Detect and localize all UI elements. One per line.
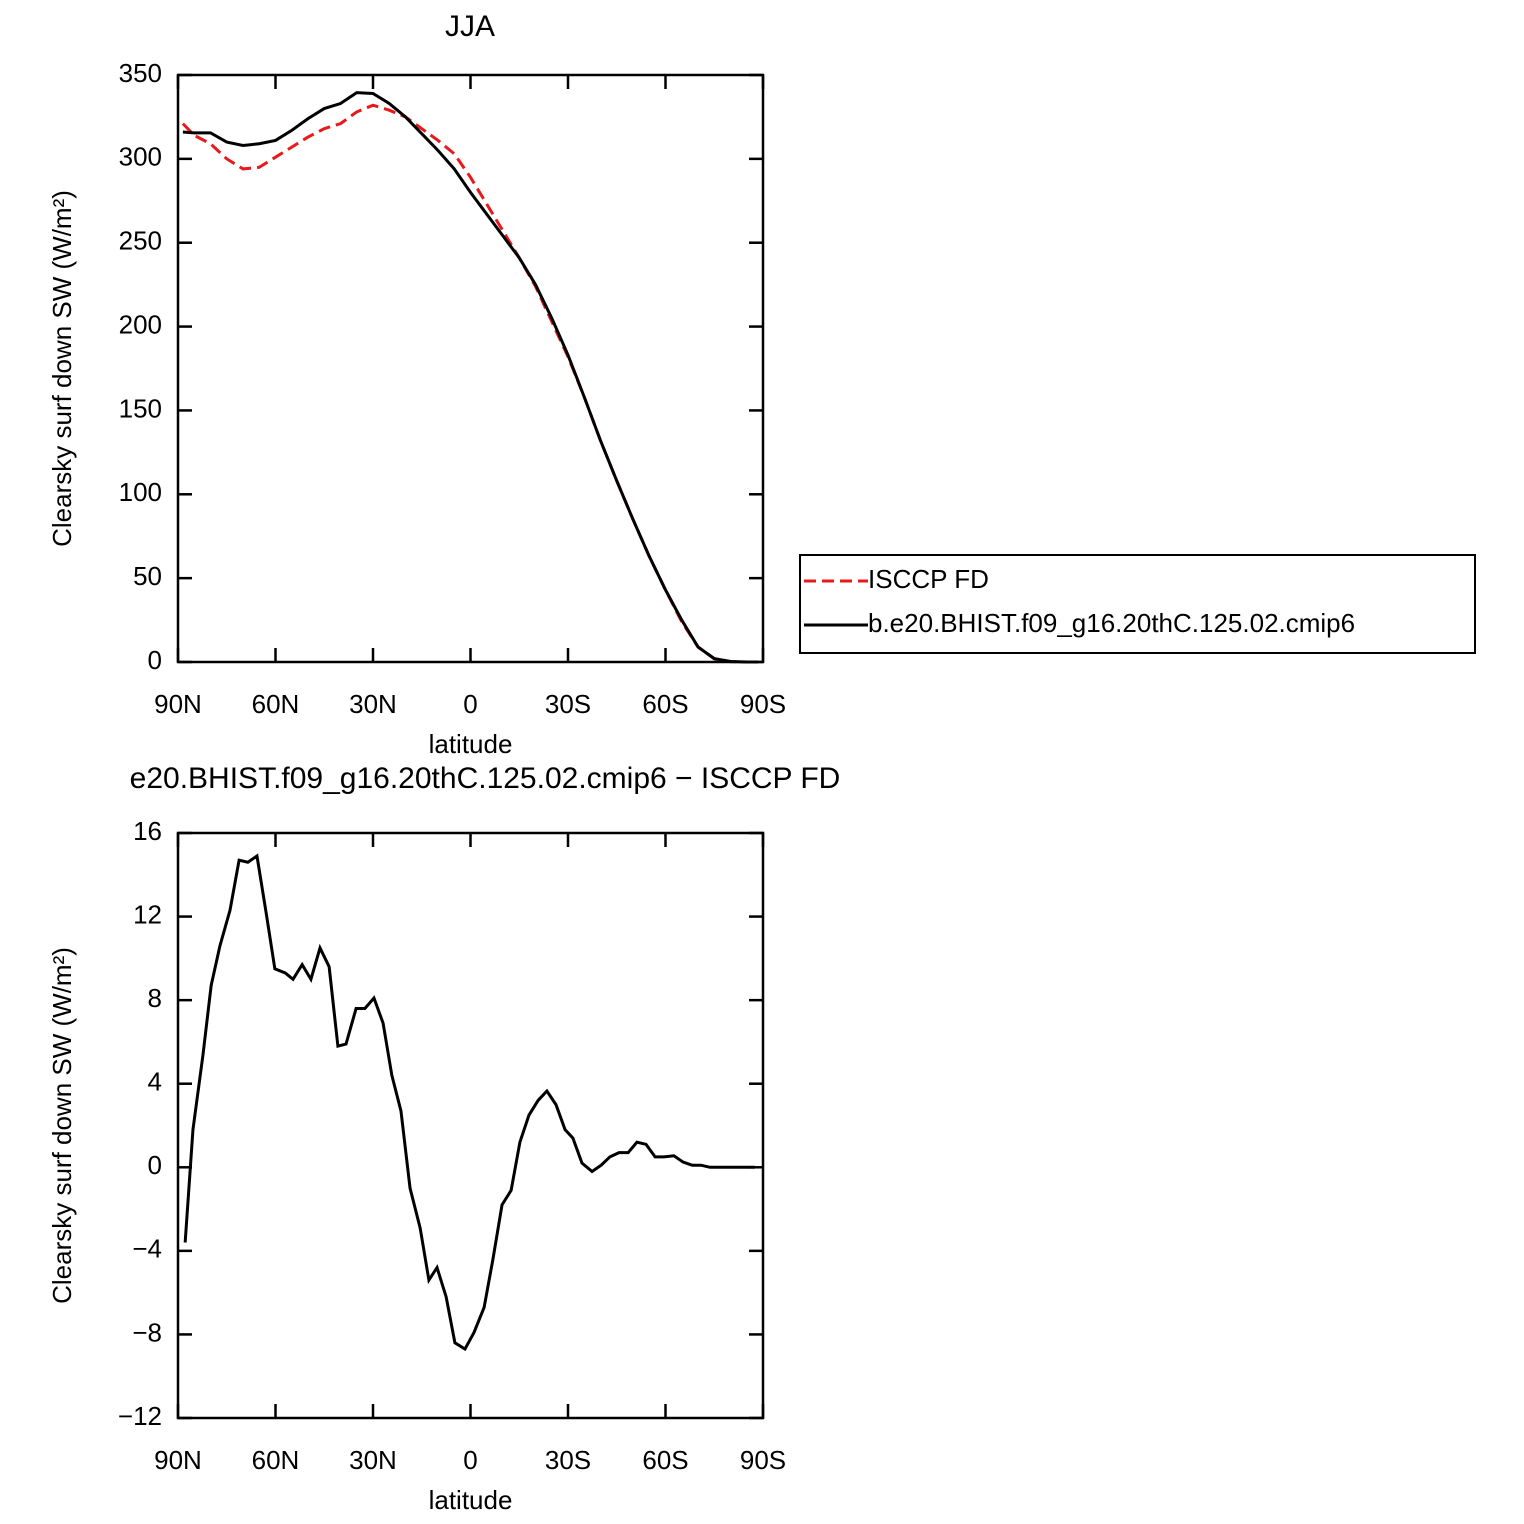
y-axis-label: Clearsky surf down SW (W/m²) bbox=[47, 190, 77, 547]
x-tick-label: 30N bbox=[349, 689, 397, 719]
y-tick-label: 8 bbox=[148, 983, 162, 1013]
plot-frame bbox=[176, 831, 765, 1420]
chart-title: e20.BHIST.f09_g16.20thC.125.02.cmip6 − I… bbox=[130, 762, 841, 795]
x-tick-label: 30S bbox=[545, 1445, 591, 1475]
x-tick-label: 0 bbox=[463, 1445, 477, 1475]
y-tick-label: −8 bbox=[132, 1317, 162, 1347]
y-tick-label: 50 bbox=[133, 561, 162, 591]
x-tick-label: 90N bbox=[154, 689, 202, 719]
x-tick-label: 60S bbox=[642, 1445, 688, 1475]
legend-box bbox=[799, 554, 1476, 654]
y-tick-label: −12 bbox=[118, 1401, 162, 1431]
y-tick-label: 0 bbox=[148, 1150, 162, 1180]
legend-label: b.e20.BHIST.f09_g16.20thC.125.02.cmip6 bbox=[868, 608, 1355, 638]
data-line bbox=[182, 91, 759, 664]
y-tick-label: 16 bbox=[133, 816, 162, 846]
x-tick-label: 60N bbox=[252, 1445, 300, 1475]
legend-label: ISCCP FD bbox=[868, 564, 989, 594]
x-tick-label: 60N bbox=[252, 689, 300, 719]
y-tick-label: 0 bbox=[148, 645, 162, 675]
x-tick-label: 90S bbox=[740, 1445, 786, 1475]
y-tick-label: −4 bbox=[132, 1234, 162, 1264]
x-tick-label: 60S bbox=[642, 689, 688, 719]
x-tick-label: 90N bbox=[154, 1445, 202, 1475]
data-line bbox=[181, 103, 759, 664]
y-axis-label: Clearsky surf down SW (W/m²) bbox=[47, 947, 77, 1304]
x-axis-label: latitude bbox=[429, 1485, 513, 1515]
x-tick-label: 30S bbox=[545, 689, 591, 719]
y-tick-label: 350 bbox=[119, 58, 162, 88]
y-tick-label: 300 bbox=[119, 142, 162, 172]
y-tick-label: 250 bbox=[119, 226, 162, 256]
y-tick-label: 4 bbox=[148, 1067, 162, 1097]
x-tick-label: 90S bbox=[740, 689, 786, 719]
y-tick-label: 150 bbox=[119, 393, 162, 423]
plot-frame bbox=[176, 73, 765, 664]
y-tick-label: 100 bbox=[119, 477, 162, 507]
chart-title: JJA bbox=[445, 10, 495, 43]
x-tick-label: 30N bbox=[349, 1445, 397, 1475]
x-axis-label: latitude bbox=[429, 729, 513, 759]
y-tick-label: 12 bbox=[133, 899, 162, 929]
x-tick-label: 0 bbox=[463, 689, 477, 719]
data-line bbox=[183, 853, 755, 1352]
y-tick-label: 200 bbox=[119, 309, 162, 339]
